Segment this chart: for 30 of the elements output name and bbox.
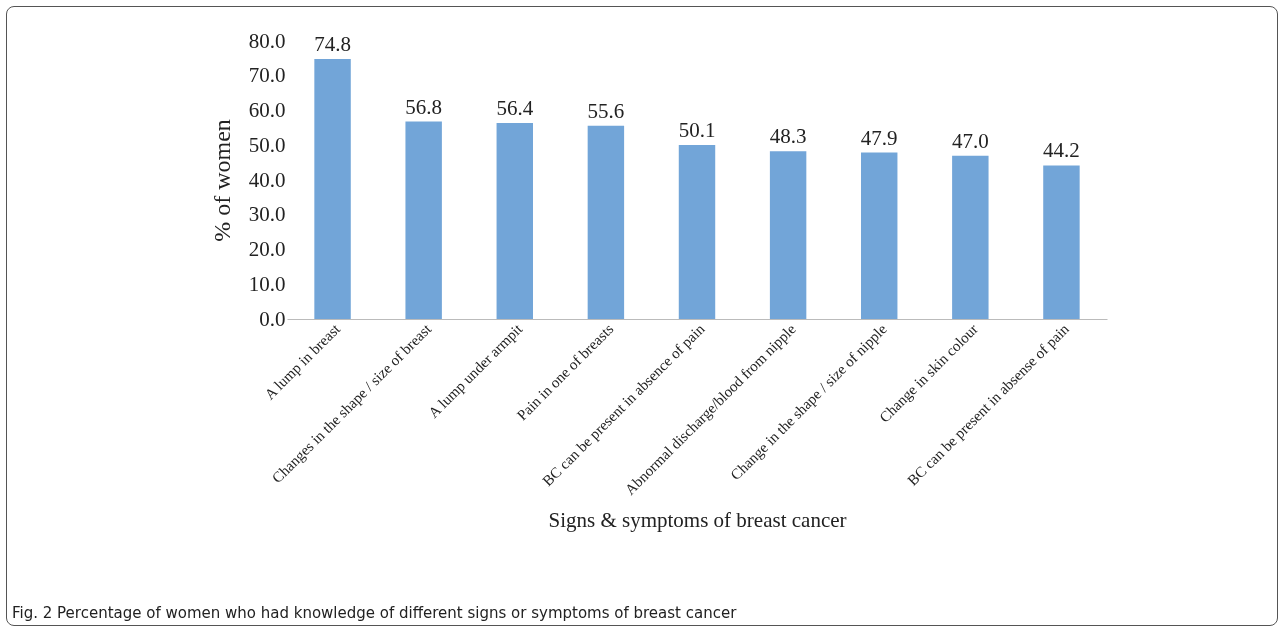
y-tick-label: 60.0 [248,98,286,122]
bar [314,59,351,319]
bar [1043,165,1080,319]
bar [952,155,989,319]
data-label: 47.9 [860,125,898,150]
bar [861,152,898,319]
data-label: 44.2 [1043,138,1080,163]
data-label: 74.8 [314,32,351,57]
data-label: 55.6 [587,98,625,123]
y-tick-label: 20.0 [248,237,286,261]
bar [678,144,716,319]
y-tick-label: 80.0 [248,28,286,53]
y-tick-label: 40.0 [248,167,286,192]
data-label: 56.8 [405,94,443,119]
y-axis-title: % of women [208,119,235,242]
y-tick-label: 70.0 [248,63,286,88]
bar [405,121,442,319]
bar [587,125,625,319]
data-label: 48.3 [769,124,807,149]
bar [496,123,533,319]
y-tick-label: 30.0 [248,202,286,227]
y-tick-label: 10.0 [248,271,286,296]
y-tick-label: 0.0 [259,306,286,331]
caption: Fig. 2 Percentage of women who had knowledge of different signs or symptoms of breast cancer [12,604,737,622]
data-label: 50.1 [678,117,716,142]
data-label: 47.0 [951,128,989,153]
x-axis-title: Signs & symptoms of breast cancer [548,507,847,532]
data-label: 56.4 [496,96,534,121]
bar [769,151,807,319]
y-tick-label: 50.0 [248,132,286,157]
